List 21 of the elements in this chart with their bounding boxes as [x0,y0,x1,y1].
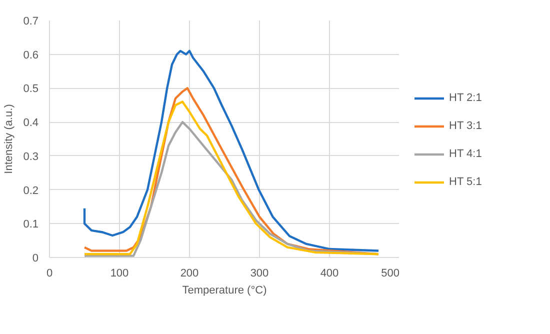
y-tick-label: 0.5 [23,83,39,96]
y-tick-label: 0 [32,252,39,264]
legend-label: HT 5:1 [449,176,482,188]
y-tick-label: 0.7 [23,16,39,28]
x-tick-label: 300 [250,268,269,280]
x-tick-label: 200 [180,268,199,280]
x-tick-label: 0 [46,268,53,280]
x-axis-title: Temperature (°C) [182,284,267,296]
x-tick-label: 500 [381,268,400,280]
legend-label: HT 2:1 [449,92,482,104]
y-tick-label: 0.6 [23,49,39,62]
y-axis-title: Intensity (a.u.) [3,104,16,174]
y-tick-label: 0.4 [23,117,39,130]
y-tick-label: 0.3 [23,150,39,163]
x-tick-label: 100 [110,268,129,280]
x-tick-label: 400 [320,268,339,280]
y-tick-label: 0.2 [23,184,39,197]
y-tick-label: 0.1 [23,218,39,231]
line-series [83,50,380,252]
legend-label: HT 3:1 [449,120,482,132]
legend-label: HT 4:1 [449,148,482,160]
